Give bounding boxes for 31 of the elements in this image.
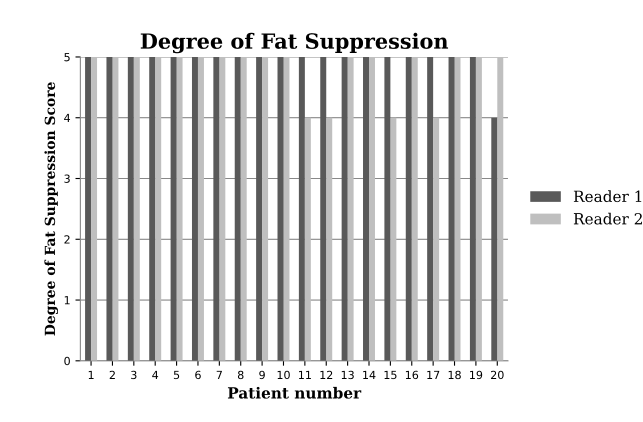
x-tick-label: 15 [384, 370, 396, 380]
chart-title: Degree of Fat Suppression [140, 32, 448, 54]
legend-label: Reader 1 [574, 190, 642, 202]
y-tick-label: 5 [64, 53, 70, 62]
x-tick-label: 7 [216, 370, 222, 379]
x-tick-label: 6 [195, 370, 201, 380]
x-tick-label: 10 [278, 370, 290, 380]
x-tick-label: 16 [406, 370, 418, 380]
y-tick-label: 0 [64, 356, 70, 366]
x-tick-label: 8 [238, 370, 244, 380]
x-tick-label: 14 [363, 370, 376, 379]
x-tick-label: 3 [131, 370, 136, 380]
x-tick-label: 5 [174, 370, 180, 380]
x-tick-label: 20 [491, 370, 504, 380]
x-tick-label: 4 [152, 370, 158, 379]
x-axis-title: Patient number [228, 386, 362, 399]
y-tick-label: 1 [64, 296, 70, 304]
x-tick-label: 13 [342, 370, 354, 380]
x-tick-label: 1 [88, 370, 94, 379]
x-tick-label: 2 [110, 370, 115, 379]
y-tick-label: 2 [64, 235, 70, 244]
y-tick-label: 4 [64, 114, 70, 122]
y-tick-label: 3 [64, 174, 70, 183]
x-tick-label: 12 [320, 370, 332, 379]
x-tick-label: 17 [427, 370, 440, 379]
x-tick-label: 9 [259, 370, 265, 380]
legend-label: Reader 2 [574, 212, 642, 225]
x-tick-label: 18 [448, 370, 461, 380]
x-tick-label: 11 [299, 370, 311, 379]
y-axis-title: Degree of Fat Suppression Score [44, 82, 58, 336]
x-tick-label: 19 [470, 370, 482, 380]
